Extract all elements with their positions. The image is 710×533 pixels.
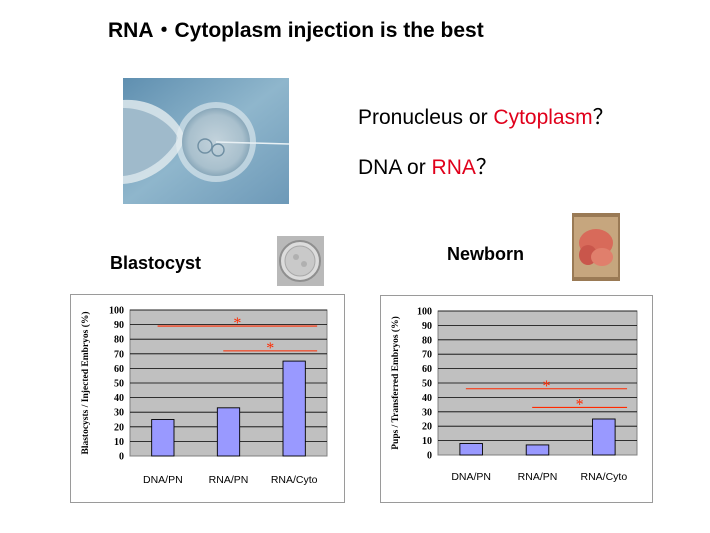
x-tick-label: RNA/Cyto — [271, 474, 318, 486]
blastocyst-label: Blastocyst — [110, 253, 202, 273]
bar — [151, 419, 175, 457]
microinjection-photo — [123, 78, 289, 204]
blastocyst-chart: 0 10 20 30 40 50 60 70 80 90 100 DNA/PN RNA/PN RNA/Cy… — [70, 294, 345, 503]
y-tick-label: 60 — [114, 364, 124, 375]
y-tick-label: 50 — [114, 379, 124, 390]
y-tick-label: 20 — [422, 422, 432, 433]
slide-title: RNA・Cytoplasm injection is the best — [108, 19, 484, 42]
question-highlight: RNA — [431, 156, 476, 179]
y-tick-label: 100 — [417, 307, 432, 318]
significance-star: * — [233, 315, 241, 332]
y-tick-label: 40 — [422, 393, 432, 404]
question-text: Pronucleus or — [358, 106, 494, 129]
y-tick-label: 0 — [427, 451, 432, 462]
y-tick-label: 100 — [109, 306, 124, 317]
newborn-chart: 0 10 20 30 40 50 60 70 80 90 100 DNA/PN RNA/PN RNA/Cy… — [380, 295, 653, 503]
blastocyst-chart-svg: 0 10 20 30 40 50 60 70 80 90 100 DNA/PN RNA/PN RNA/Cy… — [80, 306, 328, 486]
question-injection-site: Pronucleus or Cytoplasm？ — [358, 101, 614, 131]
significance-star: * — [576, 396, 584, 413]
x-tick-label: RNA/Cyto — [580, 471, 627, 483]
x-tick-label: DNA/PN — [143, 474, 183, 486]
y-tick-label: 60 — [422, 364, 432, 375]
significance-star: * — [542, 378, 550, 395]
bar — [282, 360, 306, 457]
y-tick-label: 30 — [114, 408, 124, 419]
y-tick-label: 90 — [114, 320, 124, 331]
blastocyst-photo — [277, 236, 324, 286]
question-nucleic-acid: DNA or RNA？ — [358, 151, 497, 181]
question-text: DNA or — [358, 156, 432, 179]
y-axis-label: Blastocysts / Injected Embryos (%) — [80, 311, 91, 454]
newborn-chart-svg: 0 10 20 30 40 50 60 70 80 90 100 DNA/PN RNA/PN RNA/Cy… — [390, 307, 638, 483]
y-tick-label: 80 — [114, 335, 124, 346]
y-tick-label: 40 — [114, 393, 124, 404]
newborn-label: Newborn — [447, 244, 525, 264]
y-tick-label: 50 — [422, 379, 432, 390]
y-tick-label: 70 — [422, 350, 432, 361]
x-tick-label: RNA/PN — [209, 474, 249, 486]
x-tick-label: RNA/PN — [518, 471, 558, 483]
bar — [525, 444, 550, 456]
bar — [459, 443, 483, 456]
newborn-photo — [572, 213, 620, 281]
y-tick-label: 10 — [422, 436, 432, 447]
x-tick-label: DNA/PN — [451, 471, 491, 483]
question-highlight: Cytoplasm — [493, 106, 593, 129]
y-tick-label: 0 — [119, 452, 124, 463]
y-tick-label: 90 — [422, 321, 432, 332]
bar — [216, 407, 241, 457]
question-mark: ？ — [592, 106, 614, 129]
significance-star: * — [266, 340, 274, 357]
y-tick-label: 30 — [422, 407, 432, 418]
y-tick-label: 80 — [422, 335, 432, 346]
y-axis-label: Pups / Transferred Embryos (%) — [390, 316, 401, 450]
bar — [592, 418, 616, 456]
y-tick-label: 10 — [114, 437, 124, 448]
y-tick-label: 20 — [114, 422, 124, 433]
y-tick-label: 70 — [114, 349, 124, 360]
question-mark: ？ — [475, 156, 497, 179]
